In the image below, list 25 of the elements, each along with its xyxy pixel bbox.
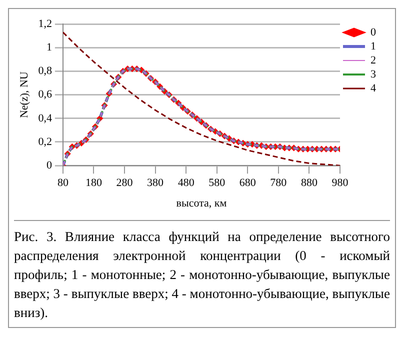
legend-label: 4: [370, 82, 376, 94]
y-tick-label: 1: [46, 41, 52, 54]
x-tick-label: 280: [116, 177, 134, 190]
x-axis-title: высота, км: [176, 197, 227, 210]
x-tick-label: 680: [239, 177, 256, 190]
y-tick-label: 0: [46, 159, 52, 172]
y-tick-label: 0,2: [38, 136, 52, 148]
legend-label: 0: [370, 26, 376, 38]
x-tick-label: 580: [208, 177, 226, 190]
x-tick-label: 80: [57, 177, 69, 190]
y-tick-label: 0,6: [38, 88, 52, 101]
y-tick-label: 0,8: [38, 65, 52, 78]
x-tick-label: 180: [85, 177, 102, 190]
legend-label: 1: [370, 40, 376, 52]
y-axis-title: Ne(z), NU: [18, 72, 30, 118]
legend-label: 2: [370, 54, 376, 66]
x-tick-label: 780: [270, 177, 288, 190]
x-tick-label: 380: [147, 177, 164, 190]
x-tick-label: 980: [332, 177, 349, 190]
y-tick-label: 1,2: [38, 18, 52, 30]
text: Рис. 3. Влияние класса функций на определение высотного распределения электронной концентрации (0 - искомый профиль; 1 - монотонные; 2 - монотонно-убывающие, выпуклые вверх; 3 - выпуклые вверх; 4 - монотонно-убывающие, выпуклые вниз).: [14, 228, 390, 322]
legend-label: 3: [370, 68, 376, 80]
x-tick-label: 480: [178, 177, 195, 190]
y-tick-label: 0,4: [38, 112, 52, 124]
x-tick-label: 880: [300, 177, 318, 190]
